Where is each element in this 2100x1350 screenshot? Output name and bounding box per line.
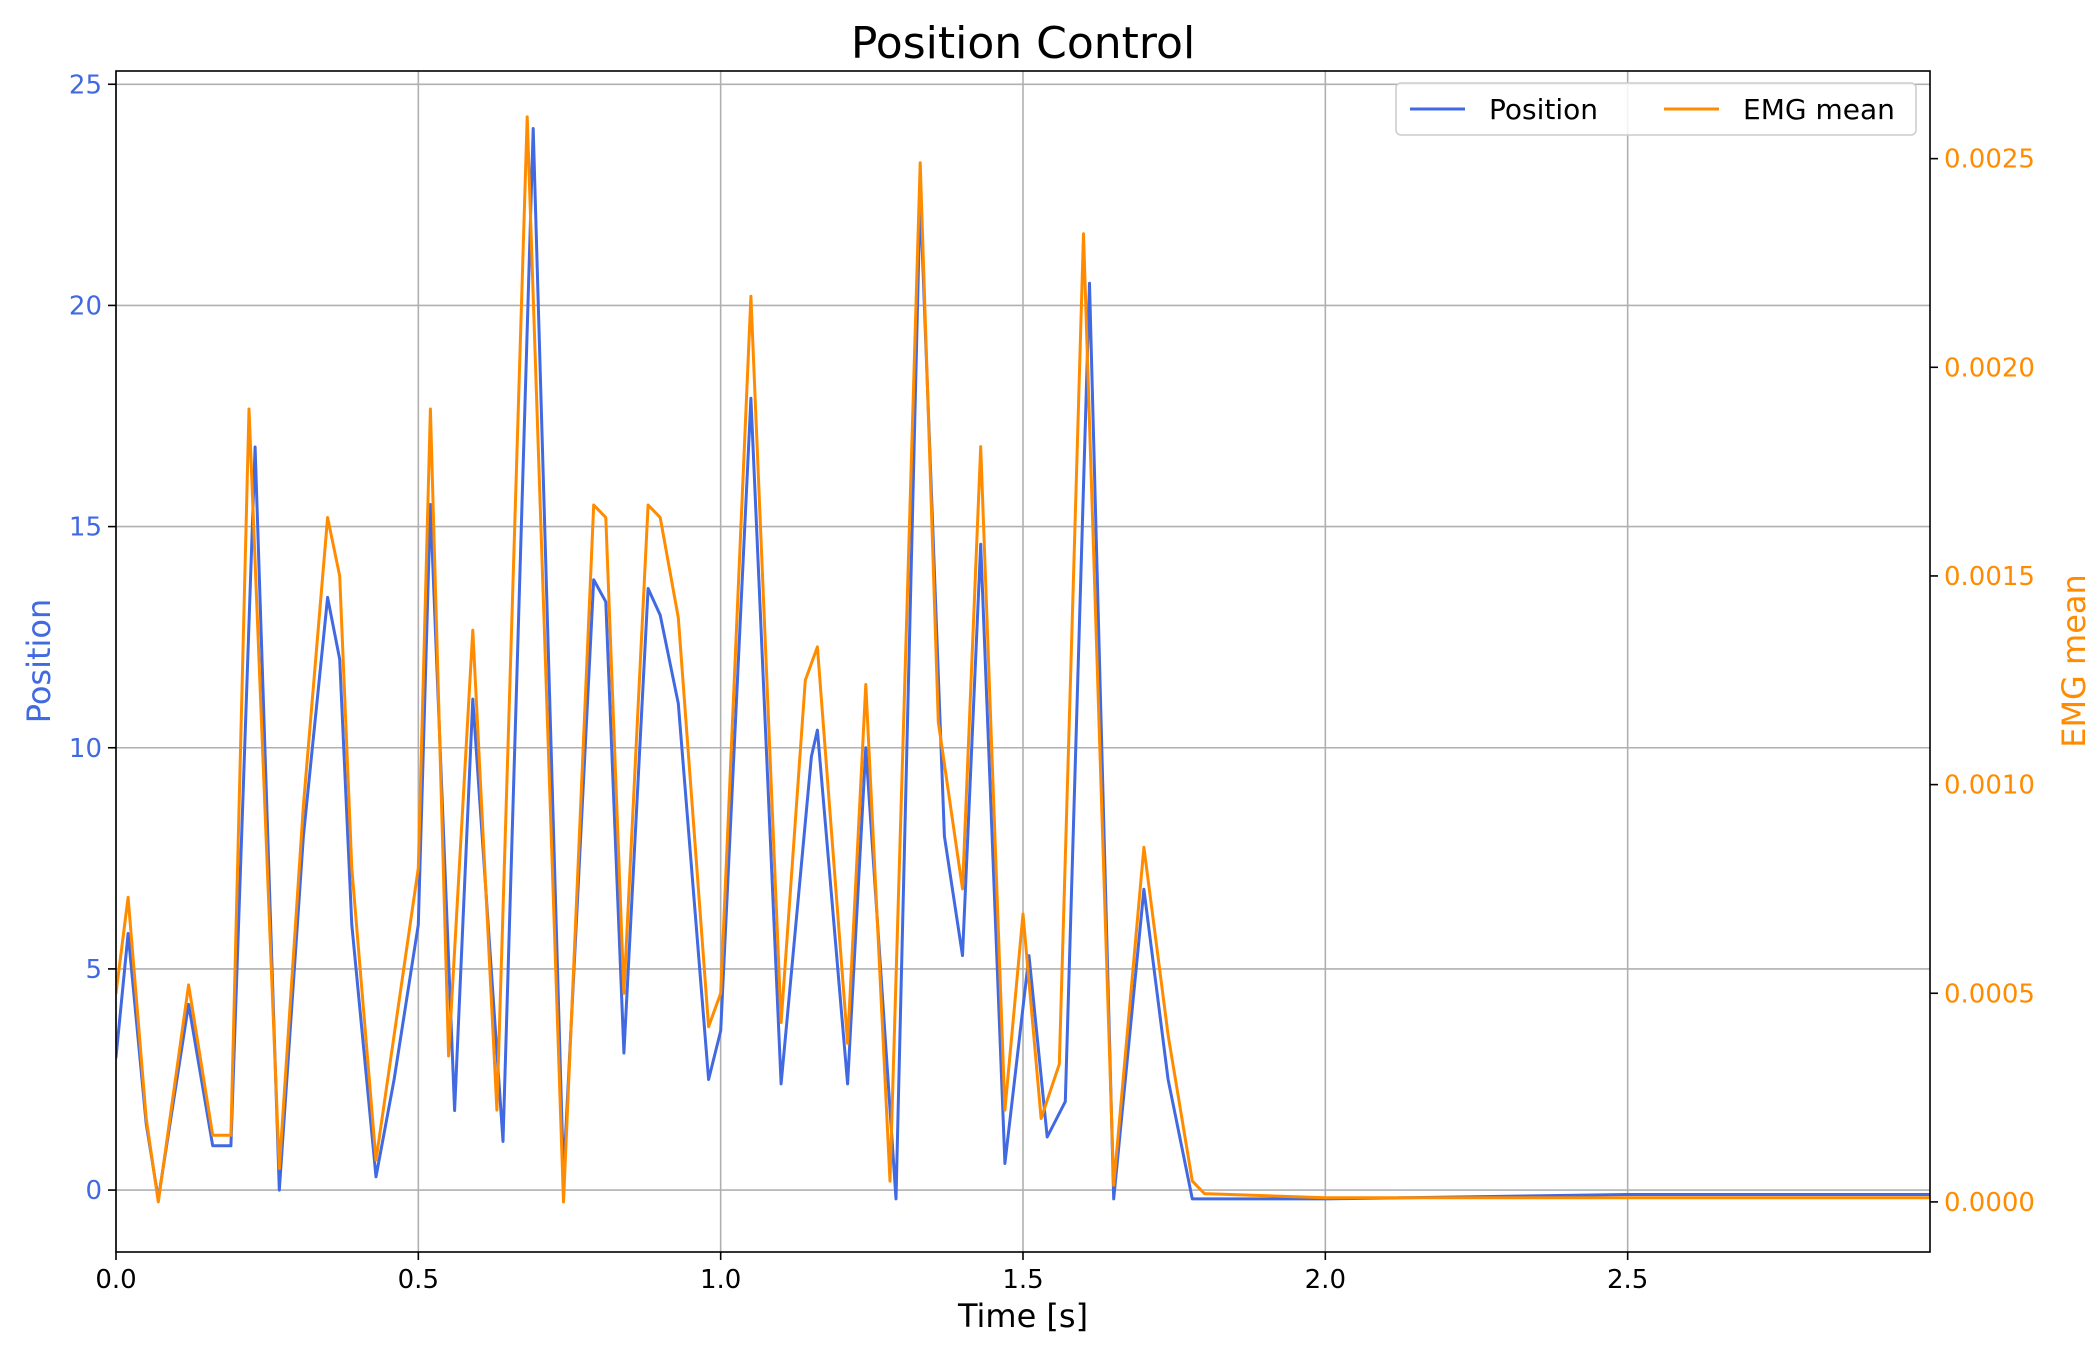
y-tick-label-right: 0.0015	[1944, 562, 2035, 592]
position-line	[116, 127, 1930, 1201]
x-tick-label: 0.5	[398, 1265, 439, 1295]
x-tick-label: 2.0	[1305, 1265, 1346, 1295]
y-axis-right: 0.0000 0.0005 0.0010 0.0015 0.0020 0.0025	[1930, 145, 2035, 1218]
y-tick-label-left: 0	[85, 1176, 102, 1206]
y-tick-label-left: 20	[69, 291, 102, 321]
grid	[115, 71, 1930, 1252]
y-tick-label-left: 15	[69, 513, 102, 543]
y-tick-label-left: 25	[69, 70, 102, 100]
legend: Position EMG mean	[1395, 82, 1917, 136]
legend-label-position: Position	[1489, 93, 1598, 126]
y-tick-label-right: 0.0010	[1944, 771, 2035, 801]
x-tick-label: 0.0	[95, 1265, 136, 1295]
y-tick-label-right: 0.0005	[1944, 979, 2035, 1009]
legend-box	[1395, 82, 1917, 136]
x-tick-label: 2.5	[1607, 1265, 1648, 1295]
x-tick-label: 1.5	[1002, 1265, 1043, 1295]
chart-title: Position Control	[851, 18, 1195, 69]
x-axis: 0.0 0.5 1.0 1.5 2.0 2.5	[95, 1252, 1648, 1295]
y-tick-label-right: 0.0020	[1944, 353, 2035, 383]
y-tick-label-left: 5	[85, 955, 102, 985]
y-axis-label-left: Position	[20, 599, 58, 724]
emg-mean-line	[116, 115, 1930, 1204]
x-axis-label: Time [s]	[957, 1297, 1088, 1335]
legend-label-emg: EMG mean	[1743, 93, 1895, 126]
y-tick-label-right: 0.0025	[1944, 145, 2035, 175]
y-tick-label-right: 0.0000	[1944, 1188, 2035, 1218]
x-tick-label: 1.0	[700, 1265, 741, 1295]
y-axis-left: 0 5 10 15 20 25	[69, 70, 116, 1206]
y-tick-label-left: 10	[69, 734, 102, 764]
y-axis-label-right: EMG mean	[2055, 574, 2093, 748]
series-layer	[116, 115, 1930, 1204]
